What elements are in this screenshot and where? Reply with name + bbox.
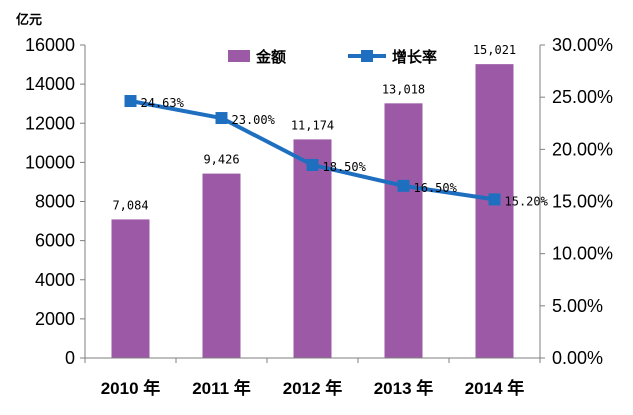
left-tick-label: 6000: [35, 231, 75, 251]
legend-swatch-bar: [228, 50, 250, 62]
bar: [202, 173, 241, 358]
bar: [111, 219, 150, 358]
x-tick-label: 2013 年: [374, 378, 434, 398]
left-tick-label: 10000: [25, 152, 75, 172]
left-axis-ticks: 0 2000 4000 6000 8000 10000 12000 14000 16000: [25, 35, 85, 368]
right-tick-label: 10.00%: [552, 244, 613, 264]
line-series: 24.63% 23.00% 18.50% 16.50% 15.20%: [124, 95, 549, 208]
left-tick-label: 2000: [35, 309, 75, 329]
bar-series: 7,084 9,426 11,174 13,018 15,021: [111, 43, 516, 359]
legend-marker-swatch: [361, 50, 373, 62]
line-point: [488, 193, 501, 206]
right-tick-label: 25.00%: [552, 87, 613, 107]
bar-data-label: 15,021: [473, 43, 516, 57]
legend-label-bar: 金额: [255, 48, 286, 66]
line-data-label: 16.50%: [414, 181, 458, 195]
line-point: [306, 158, 319, 171]
legend: 金额 增长率: [228, 48, 437, 66]
line-point: [397, 179, 410, 192]
left-tick-label: 16000: [25, 35, 75, 55]
x-tick-label: 2011 年: [192, 378, 251, 398]
left-tick-label: 0: [65, 348, 75, 368]
y-axis-unit-label: 亿元: [16, 12, 42, 28]
line-data-label: 24.63%: [141, 96, 185, 110]
bar-data-label: 7,084: [112, 198, 148, 212]
right-axis-ticks: 0.00% 5.00% 10.00% 15.00% 20.00% 25.00% 30.00%: [540, 35, 613, 368]
bar: [384, 103, 423, 358]
right-tick-label: 5.00%: [552, 296, 603, 316]
bar-data-label: 11,174: [291, 118, 334, 132]
left-tick-label: 12000: [25, 113, 75, 133]
right-tick-label: 30.00%: [552, 35, 613, 55]
line-data-label: 18.50%: [323, 160, 367, 174]
line-point: [124, 95, 137, 108]
left-tick-label: 4000: [35, 270, 75, 290]
line-data-label: 15.20%: [505, 194, 549, 208]
line-data-label: 23.00%: [232, 113, 276, 127]
bar: [475, 64, 514, 359]
left-tick-label: 8000: [35, 192, 75, 212]
x-tick-label: 2012 年: [283, 378, 343, 398]
x-tick-label: 2010 年: [101, 378, 161, 398]
bar-data-label: 9,426: [203, 153, 239, 167]
left-tick-label: 14000: [25, 74, 75, 94]
right-tick-label: 0.00%: [552, 348, 603, 368]
bar: [293, 139, 332, 358]
right-tick-label: 15.00%: [552, 192, 613, 212]
axes: [84, 45, 541, 359]
right-tick-label: 20.00%: [552, 139, 613, 159]
x-tick-label: 2014 年: [465, 378, 525, 398]
bar-data-label: 13,018: [382, 82, 425, 96]
legend-label-line: 增长率: [392, 48, 437, 66]
x-axis-ticks: 2010 年 2011 年 2012 年 2013 年 2014 年: [84, 358, 541, 398]
line-point: [215, 112, 228, 125]
